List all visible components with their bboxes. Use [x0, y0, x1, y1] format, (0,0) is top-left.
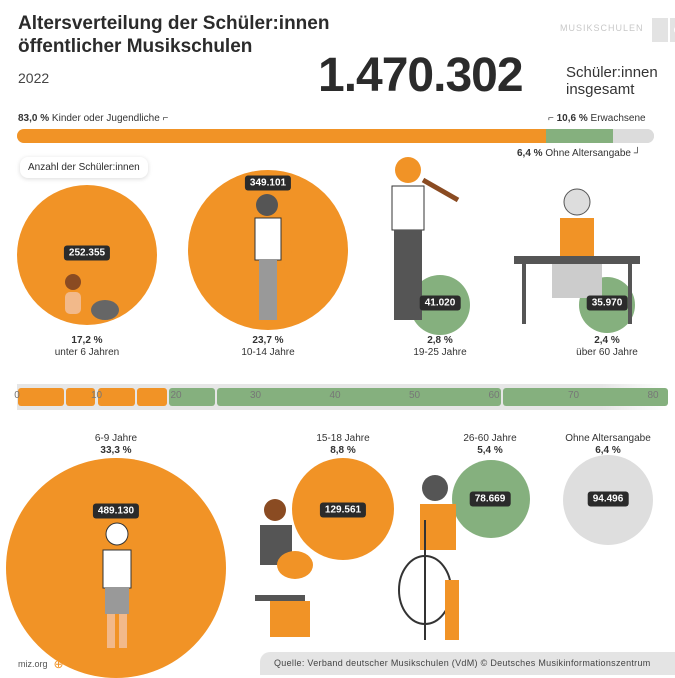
label-15-18: 15-18 Jahre 8,8 % — [316, 433, 370, 456]
label-10-14: 23,7 % 10-14 Jahre — [241, 335, 295, 358]
axis-tick: 10 — [90, 390, 103, 401]
guitarist-icon — [255, 499, 313, 637]
age-segment-6-9 — [65, 388, 96, 406]
saxophone-player-icon — [254, 194, 292, 320]
count-15-18: 129.561 — [319, 502, 367, 518]
tooltip: Anzahl der Schüler:innen — [20, 157, 148, 178]
kids-label: 83,0 % Kinder oder Jugendliche ⌐ — [18, 113, 169, 124]
summary-bar — [17, 129, 654, 143]
axis-tick: 40 — [329, 390, 341, 401]
bar-unknown — [613, 129, 654, 143]
count-6-9: 489.130 — [92, 503, 140, 519]
pianist-icon — [514, 188, 640, 324]
bar-adults — [545, 129, 614, 143]
age-segment-over-60 — [502, 388, 668, 406]
age-segment-10-14 — [97, 388, 136, 406]
year: 2022 — [18, 70, 50, 86]
age-segment-19-25 — [169, 388, 215, 406]
count-26-60: 78.669 — [469, 491, 511, 507]
label-26-60: 26-60 Jahre 5,4 % — [463, 433, 517, 456]
axis-tick: 50 — [408, 390, 421, 401]
axis-tick: 20 — [170, 390, 182, 401]
axis-tick: 80 — [647, 390, 659, 401]
flute-player-icon — [102, 522, 132, 648]
total-count: 1.470.302 — [318, 49, 524, 102]
label-6-9: 6-9 Jahre 33,3 % — [94, 433, 138, 456]
unknown-label: 6,4 % Ohne Altersangabe ┘ — [517, 148, 641, 159]
axis-tick: 70 — [567, 390, 580, 401]
book-music-icon — [651, 18, 675, 42]
count-10-14: 349.101 — [244, 175, 292, 191]
cellist-icon — [398, 475, 459, 640]
logo: MUSIKSCHULEN — [560, 12, 675, 44]
label-over-60: 2,4 % über 60 Jahre — [576, 335, 638, 358]
axis-tick: 0 — [14, 390, 20, 401]
count-19-25: 41.020 — [419, 295, 461, 311]
count-under-6: 252.355 — [63, 245, 111, 261]
label-19-25: 2,8 % 19-25 Jahre — [413, 335, 467, 358]
adults-label: ⌐ 10,6 % Erwachsene — [548, 113, 646, 124]
label-unknown: Ohne Altersangabe 6,4 % — [565, 433, 651, 456]
source-note: Quelle: Verband deutscher Musikschulen (… — [260, 652, 675, 675]
child-figure-icon — [65, 274, 119, 320]
age-segment-under-6 — [18, 388, 64, 406]
logo-text: MUSIKSCHULEN — [560, 23, 644, 33]
label-under-6: 17,2 % unter 6 Jahren — [54, 335, 120, 358]
count-over-60: 35.970 — [586, 295, 628, 311]
footer-site[interactable]: miz.org ⊕ — [18, 657, 64, 671]
site-link[interactable]: miz.org — [18, 659, 48, 669]
violinist-icon — [391, 157, 460, 320]
globe-icon: ⊕ — [53, 657, 64, 671]
count-unknown: 94.496 — [587, 491, 629, 507]
axis-tick: 30 — [249, 390, 262, 401]
age-segment-26-60 — [216, 388, 501, 406]
age-segment-15-18 — [137, 388, 168, 406]
axis-tick: 60 — [488, 390, 500, 401]
total-label: Schüler:innen insgesamt — [566, 64, 658, 98]
bar-kids — [17, 129, 546, 143]
page-title: Altersverteilung der Schüler:innen öffen… — [18, 13, 330, 57]
